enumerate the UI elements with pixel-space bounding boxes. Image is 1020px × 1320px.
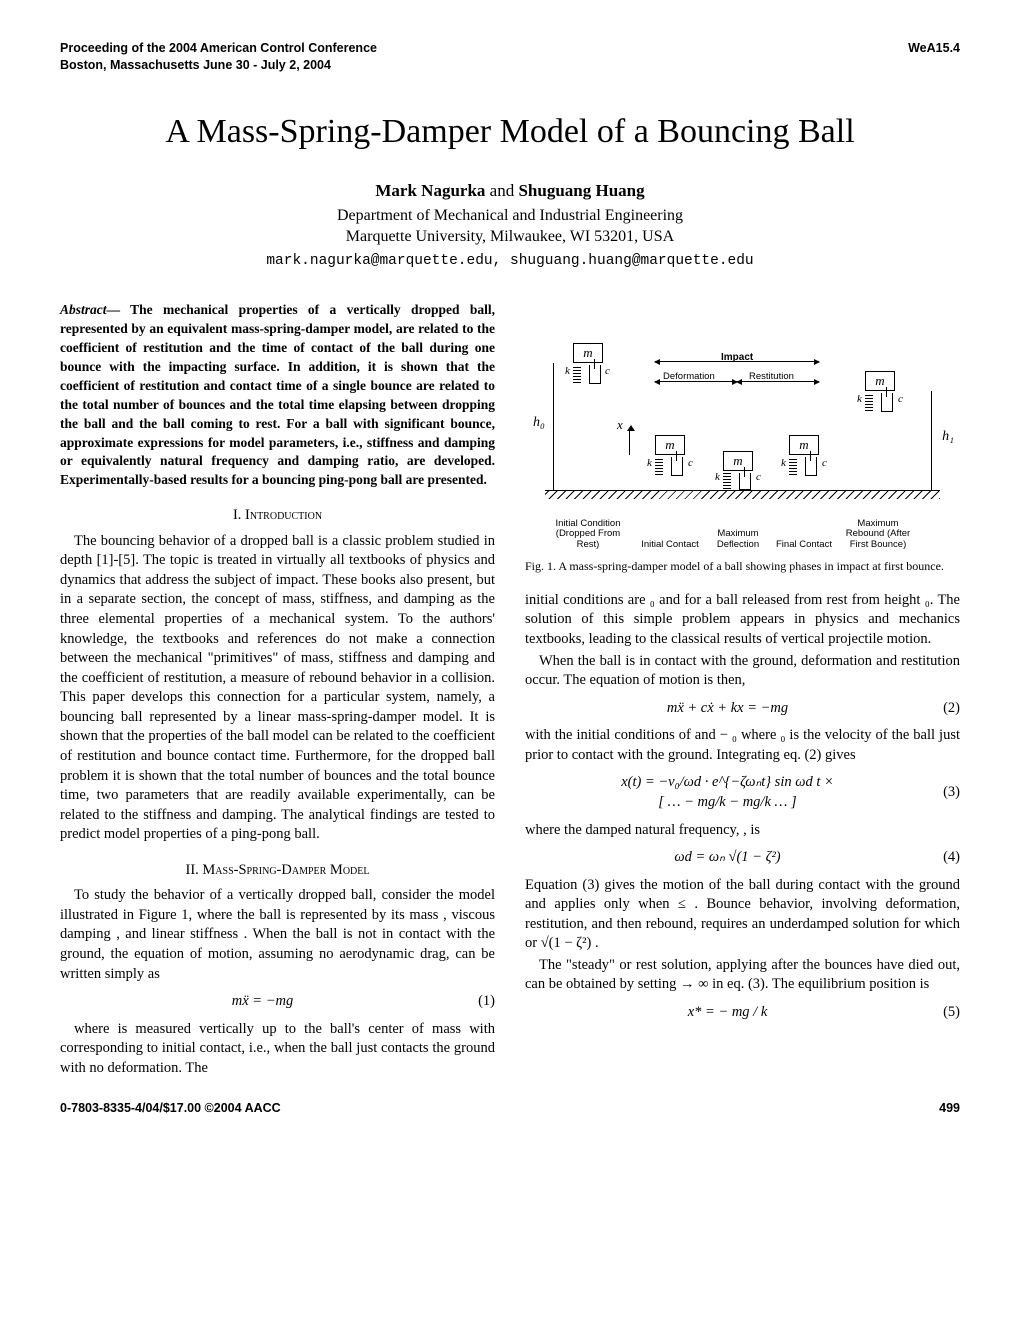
equation-3: x(t) = −v₀/ωd · e^{−ζωₙt} sin ωd t × [ …… (525, 773, 960, 812)
author-emails: mark.nagurka@marquette.edu, shuguang.hua… (60, 252, 960, 272)
springdamp-3 (723, 473, 751, 489)
h0-line (553, 363, 554, 491)
msd-paragraph-1: To study the behavior of a vertically dr… (60, 886, 495, 984)
equation-1: mẍ = −mg (1) (60, 992, 495, 1012)
right-p6: The "steady" or rest solution, applying … (525, 956, 960, 995)
col-label-1: Initial Condition (Dropped From Rest) (553, 519, 623, 552)
figure-1: h₀ h₁ m k c m (525, 301, 960, 551)
x-arrow (629, 429, 630, 455)
msd-paragraph-2: where is measured vertically up to the b… (60, 1020, 495, 1079)
h1-label: h₁ (942, 428, 954, 447)
springdamp-5 (865, 393, 893, 411)
restitution-label: Restitution (749, 371, 794, 384)
right-p1: initial conditions are ₀ and for a ball … (525, 591, 960, 650)
ground-hatch (545, 491, 940, 499)
right-p5: Equation (3) gives the motion of the bal… (525, 876, 960, 954)
section-1-heading: I. Introduction (60, 506, 495, 526)
h0-label: h₀ (533, 414, 545, 433)
abstract: Abstract— The mechanical properties of a… (60, 301, 495, 490)
spring-icon (573, 365, 581, 383)
affiliation-1: Department of Mechanical and Industrial … (60, 205, 960, 227)
author-1: Mark Nagurka (375, 181, 485, 200)
figure-1-caption: Fig. 1. A mass-spring-damper model of a … (525, 559, 960, 575)
left-column: Abstract— The mechanical properties of a… (60, 301, 495, 1080)
right-column: h₀ h₁ m k c m (525, 301, 960, 1080)
mass-1: m (573, 343, 603, 363)
col-label-3: Maximum Deflection (703, 529, 773, 551)
paper-title: A Mass-Spring-Damper Model of a Bouncing… (60, 109, 960, 155)
header-right: WeA15.4 (908, 40, 960, 74)
equation-2: mẍ + cẋ + kx = −mg (2) (525, 699, 960, 719)
header-left-1: Proceeding of the 2004 American Control … (60, 41, 377, 55)
section-2-heading: II. Mass-Spring-Damper Model (60, 861, 495, 881)
col-label-5: Maximum Rebound (After First Bounce) (843, 519, 913, 552)
figure-1-diagram: h₀ h₁ m k c m (525, 301, 960, 551)
abstract-text: — The mechanical properties of a vertica… (60, 302, 495, 487)
springdamp-2 (655, 457, 683, 475)
impact-label: Impact (721, 351, 753, 365)
h1-line (931, 391, 932, 491)
mass-5: m (865, 371, 895, 391)
mass-2: m (655, 435, 685, 455)
mass-4: m (789, 435, 819, 455)
k-label-1: k (565, 364, 570, 379)
abstract-label: Abstract (60, 302, 107, 317)
springdamp-4 (789, 457, 817, 475)
right-p2: When the ball is in contact with the gro… (525, 652, 960, 691)
header-left-2: Boston, Massachusetts June 30 - July 2, … (60, 58, 331, 72)
x-label: x (617, 416, 623, 434)
affiliation-2: Marquette University, Milwaukee, WI 5320… (60, 226, 960, 248)
authors: Mark Nagurka and Shuguang Huang (60, 180, 960, 203)
author-2: Shuguang Huang (518, 181, 644, 200)
footer-left: 0-7803-8335-4/04/$17.00 ©2004 AACC (60, 1100, 281, 1117)
footer-right: 499 (939, 1100, 960, 1117)
c-label-1: c (605, 364, 610, 379)
right-p4: where the damped natural frequency, , is (525, 821, 960, 841)
col-label-4: Final Contact (769, 540, 839, 551)
equation-4: ωd = ωₙ √(1 − ζ²) (4) (525, 848, 960, 868)
equation-5: x* = − mg / k (5) (525, 1003, 960, 1023)
springdamp-1 (573, 365, 601, 383)
damper-icon (589, 365, 601, 384)
right-p3: with the initial conditions of and − ₀ w… (525, 726, 960, 765)
mass-3: m (723, 451, 753, 471)
col-label-2: Initial Contact (635, 540, 705, 551)
deformation-label: Deformation (663, 371, 715, 384)
page-header: Proceeding of the 2004 American Control … (60, 40, 960, 74)
page-footer: 0-7803-8335-4/04/$17.00 ©2004 AACC 499 (60, 1100, 960, 1117)
intro-paragraph: The bouncing behavior of a dropped ball … (60, 532, 495, 845)
